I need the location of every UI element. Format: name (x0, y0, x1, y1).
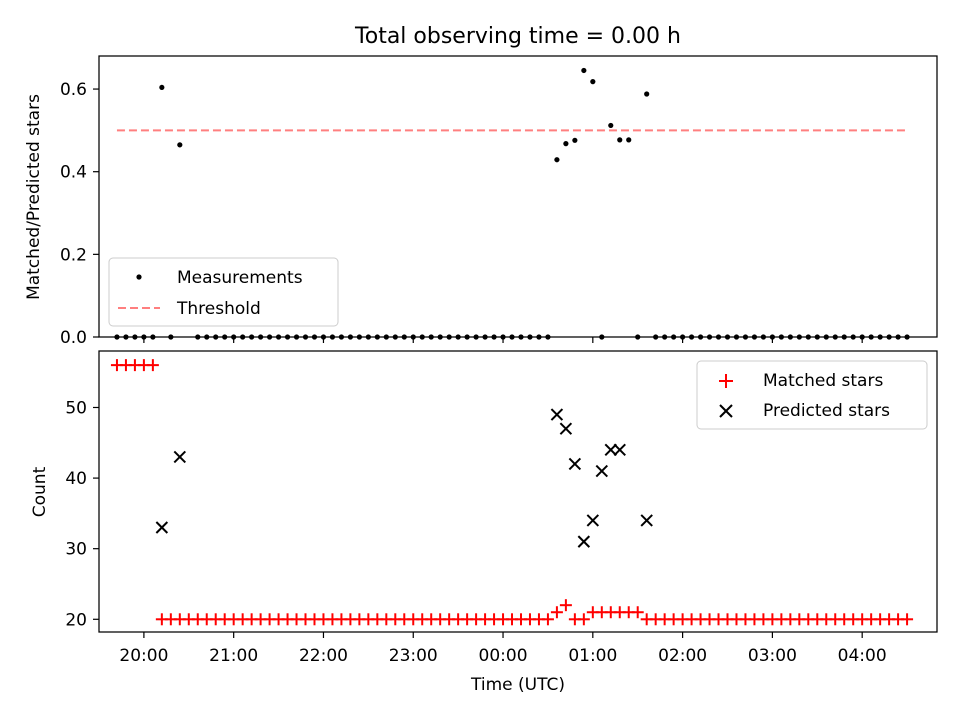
predicted-stars-point (595, 464, 609, 478)
legend-matched-label: Matched stars (763, 371, 883, 391)
chart-title: Total observing time = 0.00 h (354, 24, 681, 49)
bottom-marks (110, 359, 914, 626)
legend-matched-marker (719, 374, 733, 388)
bottom-legend: Matched stars Predicted stars (696, 360, 928, 430)
bottom-y-tick-label: 40 (65, 469, 87, 489)
top-y-tick-label: 0.2 (60, 245, 87, 265)
predicted-stars-point (155, 521, 169, 534)
predicted-stars-point (559, 422, 573, 435)
bottom-x-ticks: 20:00 21:00 22:00 23:00 00:00 01:00 02:00 03:00… (119, 632, 887, 666)
top-panel: 0.0 0.2 0.4 0.6 Matched/Predicted stars Mea… (24, 55, 938, 348)
measurement-point (572, 137, 578, 143)
x-tick-label: 23:00 (389, 646, 438, 666)
measurement-point (563, 141, 569, 147)
matched-stars-point (146, 359, 159, 372)
x-tick-label: 20:00 (119, 646, 168, 666)
top-y-axis-label: Matched/Predicted stars (24, 94, 44, 300)
x-tick-label: 21:00 (209, 646, 258, 666)
top-y-ticks: 0.0 0.2 0.4 0.6 (60, 80, 99, 348)
legend-threshold-label: Threshold (176, 299, 261, 319)
predicted-stars-point (577, 535, 591, 548)
top-legend-box (108, 257, 339, 327)
bottom-y-tick-label: 30 (65, 540, 87, 560)
measurement-point (590, 79, 596, 85)
predicted-stars-point (604, 443, 617, 457)
x-tick-label: 22:00 (299, 646, 348, 666)
top-y-tick-label: 0.4 (60, 163, 87, 183)
measurement-point (581, 67, 587, 74)
measurement-point (608, 122, 614, 129)
measurement-point (159, 84, 165, 91)
measurement-point (626, 137, 632, 143)
top-x-ticks (143, 337, 863, 343)
top-y-tick-label: 0.6 (60, 80, 87, 100)
x-tick-label: 04:00 (838, 646, 887, 666)
measurement-point (177, 142, 183, 148)
x-tick-label: 03:00 (748, 646, 797, 666)
bottom-y-tick-label: 50 (65, 398, 87, 418)
top-panel-frame (98, 55, 938, 338)
predicted-stars-point (550, 408, 564, 421)
x-tick-label: 01:00 (568, 646, 617, 666)
top-legend: Measurements Threshold (108, 257, 339, 327)
legend-measurements-label: Measurements (177, 268, 303, 288)
matched-stars-point (559, 599, 572, 612)
predicted-stars-point (568, 457, 582, 471)
x-tick-label: 02:00 (658, 646, 707, 666)
predicted-stars-point (613, 443, 626, 457)
matched-stars-point (550, 606, 563, 619)
predicted-stars-point (640, 514, 653, 527)
legend-predicted-marker (719, 404, 733, 418)
bottom-y-tick-label: 20 (65, 610, 87, 630)
bottom-panel: 20:00 21:00 22:00 23:00 00:00 01:00 02:00 03:00… (30, 350, 938, 695)
matched-stars-point (541, 613, 554, 626)
measurement-point (617, 137, 623, 143)
bottom-y-ticks: 20 30 40 50 (65, 398, 99, 630)
matched-stars-point (901, 613, 914, 626)
predicted-stars-point (173, 450, 187, 464)
matched-stars-point (631, 606, 644, 619)
predicted-stars-point (586, 514, 600, 527)
bottom-y-axis-label: Count (30, 466, 50, 517)
bottom-x-axis-label: Time (UTC) (470, 675, 565, 695)
matched-stars-point (577, 613, 590, 626)
measurement-point (644, 91, 650, 97)
x-tick-label: 00:00 (479, 646, 528, 666)
measurement-point (554, 157, 560, 163)
top-y-tick-label: 0.0 (60, 328, 87, 348)
legend-predicted-label: Predicted stars (763, 401, 890, 421)
legend-measurements-marker (136, 274, 142, 280)
bottom-legend-box (696, 360, 928, 430)
bottom-panel-frame (98, 350, 938, 633)
